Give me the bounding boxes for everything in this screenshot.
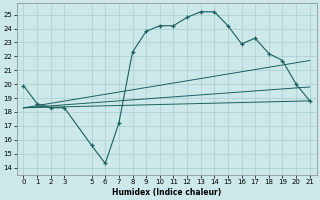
X-axis label: Humidex (Indice chaleur): Humidex (Indice chaleur) xyxy=(112,188,221,197)
